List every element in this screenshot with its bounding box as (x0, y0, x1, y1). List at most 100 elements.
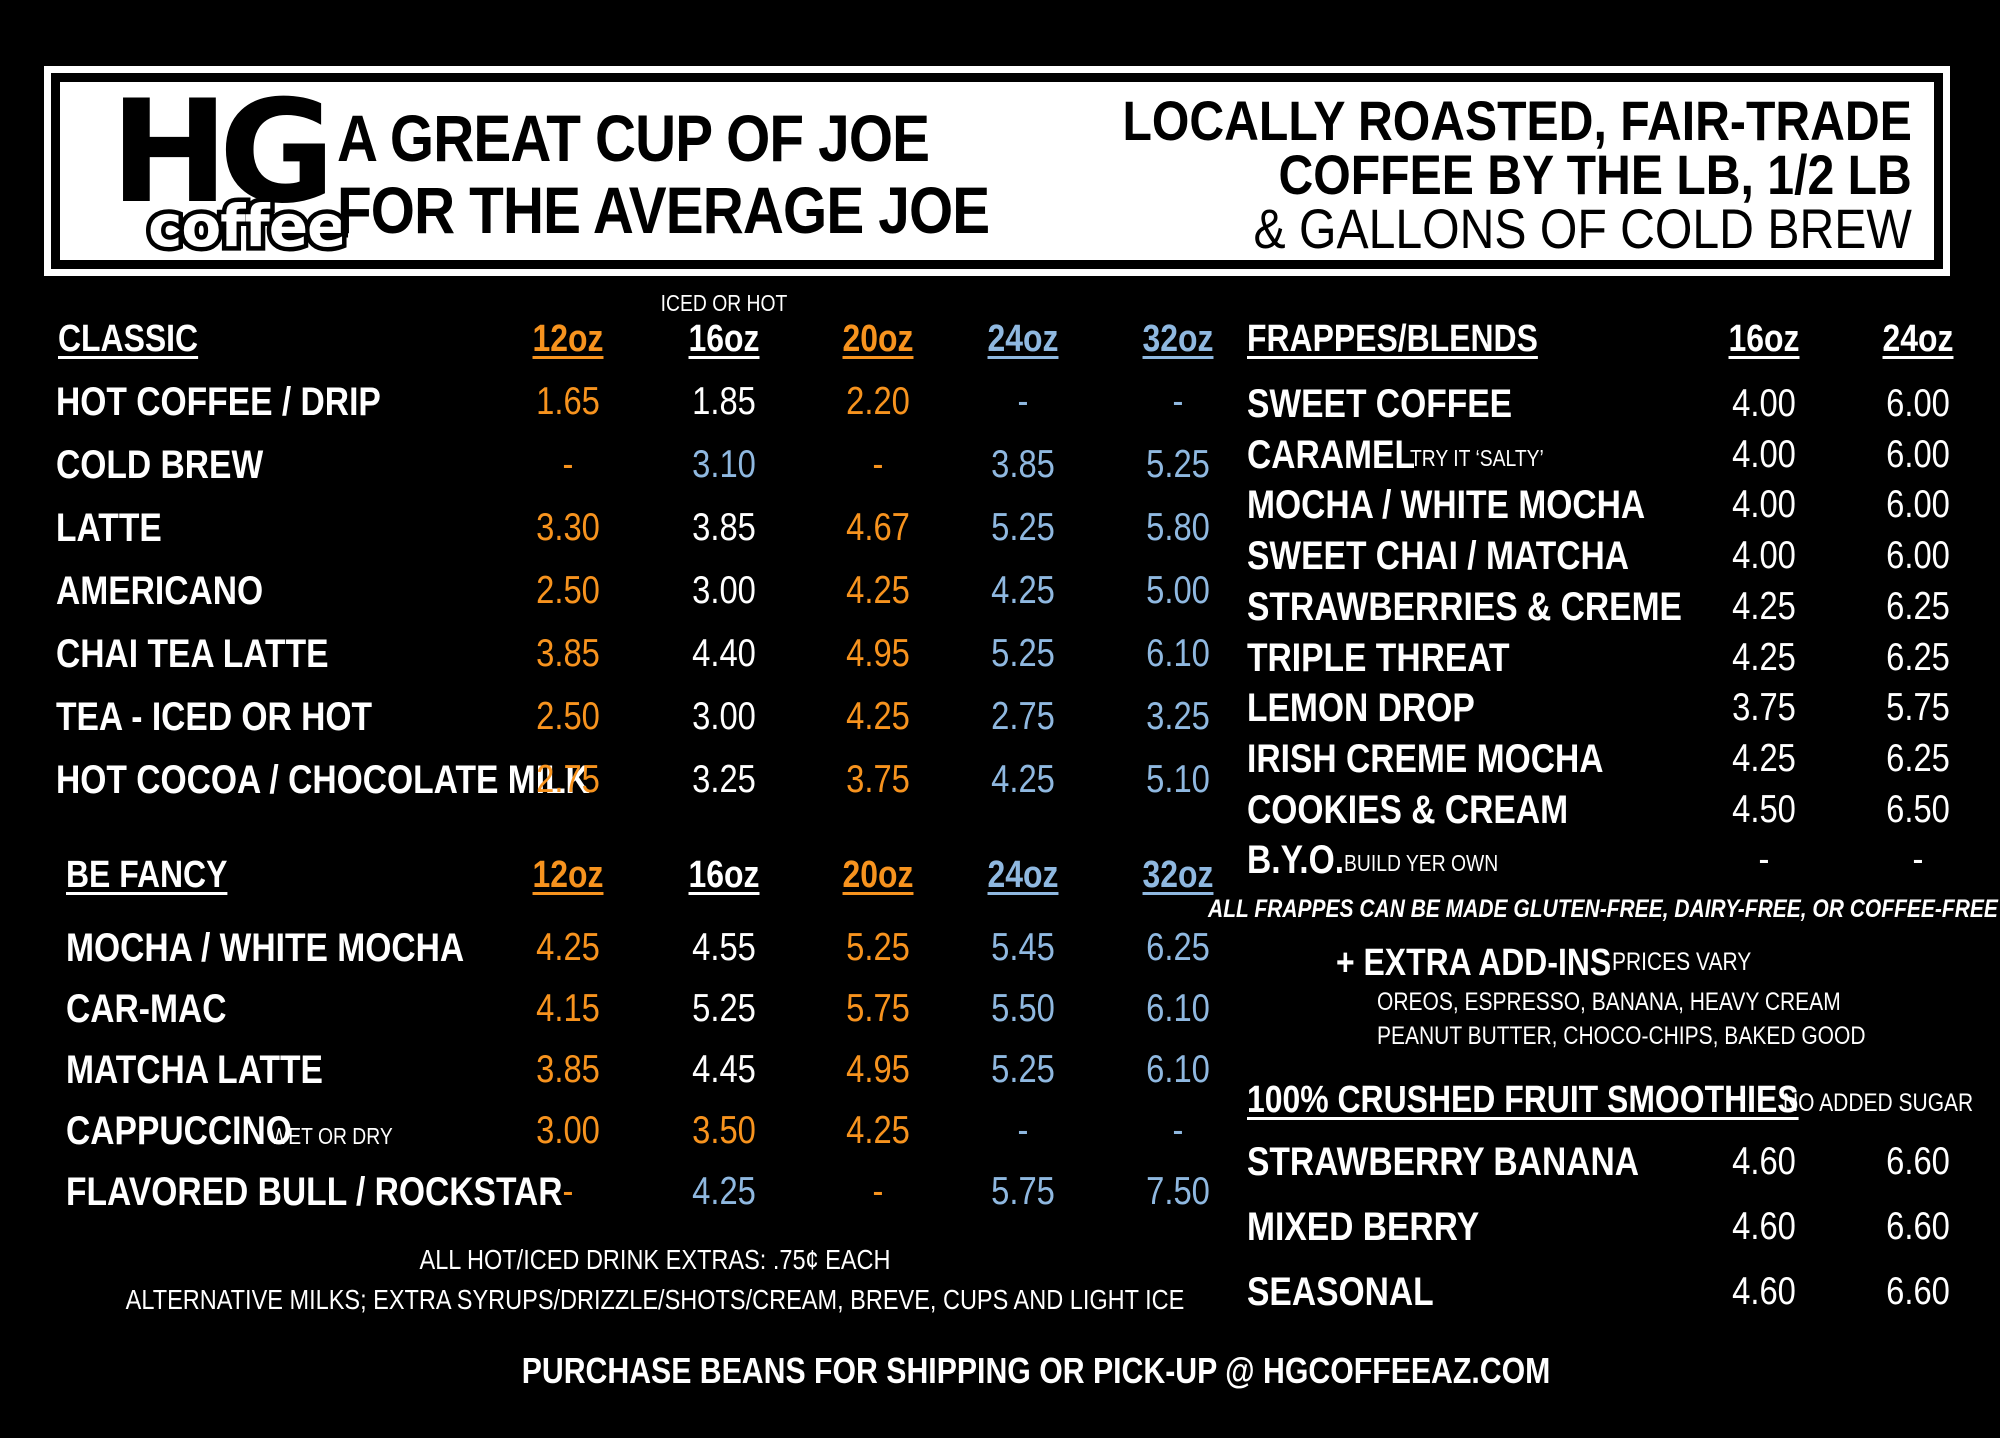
classic-item-name: TEA - ICED OR HOT (56, 695, 373, 739)
frappe-item-price: 6.25 (1886, 584, 1950, 628)
logo-hg: HG (110, 70, 335, 235)
classic-item-price: 5.00 (1146, 569, 1210, 612)
fancy-size-20oz: 20oz (842, 854, 914, 896)
fancy-item-price: 4.25 (846, 1109, 910, 1152)
classic-item-price: 2.20 (846, 380, 910, 423)
frappe-item-price: 4.25 (1732, 635, 1796, 679)
addins-title: + EXTRA ADD-INS (1336, 942, 1612, 984)
frappe-item-name: STRAWBERRIES & CREME (1247, 584, 1682, 629)
classic-item-price: 6.10 (1146, 632, 1210, 675)
addins-note: PRICES VARY (1612, 948, 1752, 976)
classic-item-price: 4.67 (846, 506, 910, 549)
classic-item-price: 4.25 (991, 569, 1055, 612)
frappe-item-name: SWEET CHAI / MATCHA (1247, 534, 1630, 579)
classic-size-24oz: 24oz (987, 318, 1059, 360)
fancy-item-price: 5.75 (991, 1170, 1055, 1213)
frappe-item-price: 4.00 (1732, 432, 1796, 476)
classic-item-name: CHAI TEA LATTE (56, 632, 329, 676)
classic-size-12oz: 12oz (532, 318, 604, 360)
fancy-item-price: 5.75 (846, 987, 910, 1030)
classic-size-32oz: 32oz (1142, 318, 1214, 360)
fancy-item-price: - (1172, 1109, 1184, 1152)
smoothies-note: NO ADDED SUGAR (1783, 1089, 1974, 1117)
fancy-item-name: CAR-MAC (66, 987, 227, 1031)
frappe-item-price: 4.25 (1732, 736, 1796, 780)
frappe-item-price: 6.00 (1886, 483, 1950, 527)
fancy-item-price: 3.85 (536, 1048, 600, 1091)
fancy-item-price: 7.50 (1146, 1170, 1210, 1213)
classic-item-price: 5.80 (1146, 506, 1210, 549)
roasting-line-3: & GALLONS OF COLD BREW (1253, 197, 1912, 260)
frappe-item-price: 6.50 (1886, 787, 1950, 831)
frappes-footnote: ALL FRAPPES CAN BE MADE GLUTEN-FREE, DAI… (1208, 895, 1998, 923)
frappes-size-16oz: 16oz (1728, 318, 1800, 360)
frappes-title: FRAPPES/BLENDS (1247, 318, 1538, 360)
classic-item-price: - (872, 443, 884, 486)
fancy-item-name: CAPPUCCINO (66, 1109, 292, 1153)
frappe-item-price: 6.25 (1886, 736, 1950, 780)
classic-item-price: 5.25 (991, 506, 1055, 549)
header-banner: HG coffee A GREAT CUP OF JOE FOR THE AVE… (44, 66, 1950, 276)
classic-item-price: 2.75 (536, 758, 600, 801)
fancy-item-name: MATCHA LATTE (66, 1048, 323, 1092)
classic-item-name: HOT COFFEE / DRIP (56, 380, 381, 424)
fancy-item-price: 5.25 (846, 926, 910, 969)
roasting-line-2: COFFEE BY THE LB, 1/2 LB (1278, 143, 1912, 206)
smoothie-item-price: 4.60 (1732, 1270, 1796, 1313)
fancy-item-price: 6.10 (1146, 987, 1210, 1030)
classic-item-price: 4.95 (846, 632, 910, 675)
smoothie-item-price: 4.60 (1732, 1140, 1796, 1183)
classic-item-price: 5.25 (991, 632, 1055, 675)
smoothies-title: 100% CRUSHED FRUIT SMOOTHIES (1247, 1079, 1799, 1121)
smoothie-item-price: 6.60 (1886, 1140, 1950, 1183)
frappe-item-name: COOKIES & CREAM (1247, 787, 1569, 832)
smoothie-item-price: 4.60 (1732, 1205, 1796, 1248)
fancy-size-32oz: 32oz (1142, 854, 1214, 896)
fancy-item-price: - (872, 1170, 884, 1213)
fancy-size-12oz: 12oz (532, 854, 604, 896)
smoothie-item-price: 6.60 (1886, 1205, 1950, 1248)
frappe-item-price: 5.75 (1886, 686, 1950, 730)
extras-line-2: ALTERNATIVE MILKS; EXTRA SYRUPS/DRIZZLE/… (125, 1284, 1185, 1315)
classic-title: CLASSIC (58, 318, 199, 360)
classic-item-price: 3.30 (536, 506, 600, 549)
fancy-item-price: - (562, 1170, 574, 1213)
classic-item-price: 3.10 (692, 443, 756, 486)
iced-or-hot-note: ICED OR HOT (660, 290, 788, 316)
frappe-item-price: 6.00 (1886, 534, 1950, 578)
frappe-item-name: MOCHA / WHITE MOCHA (1247, 483, 1646, 528)
frappe-item-note: TRY IT ‘SALTY’ (1410, 444, 1544, 471)
fancy-size-24oz: 24oz (987, 854, 1059, 896)
fancy-item-price: 5.25 (991, 1048, 1055, 1091)
classic-item-price: - (562, 443, 574, 486)
frappe-item-price: 4.25 (1732, 584, 1796, 628)
fancy-item-price: 3.50 (692, 1109, 756, 1152)
frappe-item-price: - (1912, 838, 1924, 882)
classic-item-price: 3.85 (692, 506, 756, 549)
frappe-item-price: 4.50 (1732, 787, 1796, 831)
fancy-item-name: FLAVORED BULL / ROCKSTAR (66, 1170, 563, 1214)
fancy-item-price: 6.25 (1146, 926, 1210, 969)
tagline-line-2: FOR THE AVERAGE JOE (337, 173, 990, 247)
classic-item-name: AMERICANO (56, 569, 264, 613)
roasting-line-1: LOCALLY ROASTED, FAIR-TRADE (1122, 89, 1912, 152)
classic-item-price: 3.85 (536, 632, 600, 675)
tagline: A GREAT CUP OF JOE FOR THE AVERAGE JOE (337, 102, 1095, 246)
extras-line-1: ALL HOT/ICED DRINK EXTRAS: .75¢ EACH (419, 1244, 891, 1275)
smoothie-item-name: SEASONAL (1247, 1270, 1434, 1314)
classic-item-name: LATTE (56, 506, 162, 550)
fancy-item-price: 4.45 (692, 1048, 756, 1091)
classic-item-price: 3.00 (692, 695, 756, 738)
frappe-item-name: TRIPLE THREAT (1247, 635, 1510, 680)
smoothie-item-price: 6.60 (1886, 1270, 1950, 1313)
classic-item-name: HOT COCOA / CHOCOLATE MILK (56, 758, 590, 802)
tagline-line-1: A GREAT CUP OF JOE (337, 101, 930, 175)
fancy-item-price: 4.25 (536, 926, 600, 969)
fancy-item-price: 4.55 (692, 926, 756, 969)
addins-line-1: OREOS, ESPRESSO, BANANA, HEAVY CREAM (1377, 988, 1841, 1016)
frappe-item-price: 4.00 (1732, 382, 1796, 425)
classic-item-price: 3.85 (991, 443, 1055, 486)
be-fancy-title: BE FANCY (66, 854, 228, 896)
classic-item-price: 1.65 (536, 380, 600, 423)
roasting-info: LOCALLY ROASTED, FAIR-TRADE COFFEE BY TH… (994, 89, 1912, 260)
